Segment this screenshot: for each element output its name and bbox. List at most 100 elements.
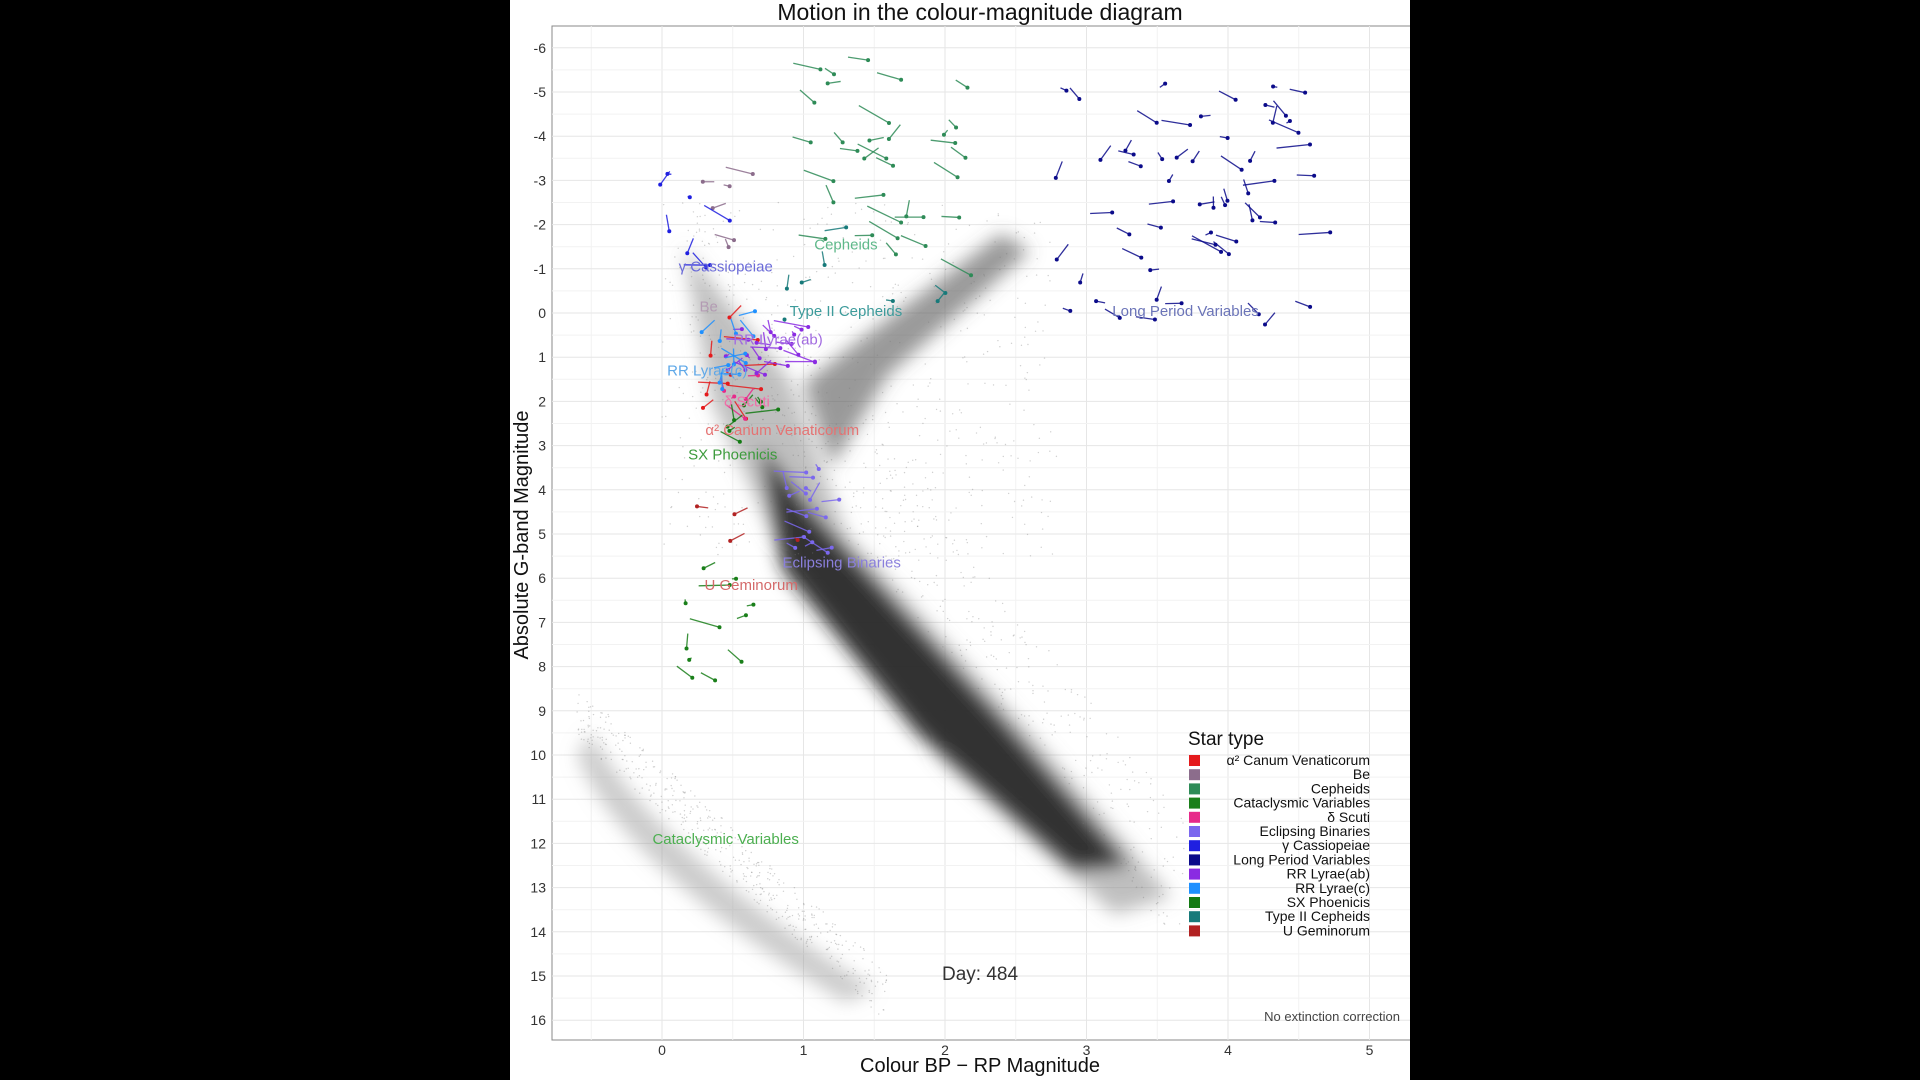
track-point xyxy=(1225,198,1230,203)
y-tick-label: 1 xyxy=(538,349,546,365)
track-segment xyxy=(685,633,689,649)
track-point xyxy=(1188,123,1193,128)
track-point xyxy=(867,138,872,143)
track-point xyxy=(778,346,783,351)
legend-label: γ Cassiopeiae xyxy=(1282,837,1370,853)
series-tracks xyxy=(782,225,948,322)
track-point xyxy=(737,439,742,444)
legend-label: α² Canum Venaticorum xyxy=(1227,752,1371,768)
track-point xyxy=(886,137,891,142)
track-point xyxy=(803,486,808,491)
track-segment xyxy=(1116,227,1130,235)
track-segment xyxy=(762,324,775,337)
track-point xyxy=(685,251,690,256)
track-point xyxy=(814,506,819,511)
track-point xyxy=(776,407,781,412)
track-segment xyxy=(799,89,815,104)
track-point xyxy=(881,192,886,197)
track-point xyxy=(743,360,748,365)
track-point xyxy=(1190,159,1195,164)
track-point xyxy=(787,493,792,498)
track-point xyxy=(734,576,739,581)
track-point xyxy=(943,290,948,295)
track-point xyxy=(837,497,842,502)
track-point xyxy=(935,299,940,304)
track-point xyxy=(717,339,722,344)
legend-label: RR Lyrae(c) xyxy=(1295,880,1370,896)
series-tracks xyxy=(658,171,732,270)
track-point xyxy=(822,262,827,267)
series-tracks xyxy=(699,309,757,392)
track-point xyxy=(704,265,709,270)
track-segment xyxy=(728,305,742,318)
track-point xyxy=(1273,220,1278,225)
track-segment xyxy=(839,147,858,152)
track-segment xyxy=(726,404,746,420)
legend-swatch xyxy=(1189,797,1200,809)
series-annotation: Eclipsing Binaries xyxy=(783,555,901,572)
track-segment xyxy=(1223,188,1229,201)
y-tick-label: 11 xyxy=(531,791,546,807)
track-point xyxy=(667,229,672,234)
track-point xyxy=(862,156,867,161)
track-point xyxy=(954,125,959,130)
track-segment xyxy=(774,536,805,541)
track-point xyxy=(1263,322,1268,327)
track-point xyxy=(899,77,904,82)
track-segment xyxy=(790,481,807,494)
track-point xyxy=(890,298,895,303)
track-point xyxy=(695,504,700,509)
x-axis-label: Colour BP − RP Magnitude xyxy=(860,1055,1100,1077)
track-point xyxy=(955,175,960,180)
track-segment xyxy=(1295,300,1311,308)
track-point xyxy=(687,657,692,662)
track-point xyxy=(1308,304,1313,309)
legend-label: δ Scuti xyxy=(1327,809,1370,825)
series-tracks xyxy=(723,319,817,377)
track-point xyxy=(1271,84,1276,89)
track-point xyxy=(792,332,797,337)
y-tick-label: -3 xyxy=(534,172,547,188)
y-tick-label: 0 xyxy=(538,305,546,321)
track-segment xyxy=(1272,105,1278,123)
track-point xyxy=(818,67,823,72)
track-segment xyxy=(1243,179,1249,194)
track-segment xyxy=(857,143,887,160)
track-segment xyxy=(950,146,966,159)
track-point xyxy=(1053,175,1058,180)
track-segment xyxy=(724,352,746,359)
track-point xyxy=(1154,120,1159,125)
track-point xyxy=(965,85,970,90)
track-point xyxy=(1152,317,1157,322)
track-segment xyxy=(745,388,755,400)
track-point xyxy=(772,333,777,338)
track-point xyxy=(1198,114,1203,119)
track-point xyxy=(732,512,737,517)
track-point xyxy=(1287,119,1292,124)
track-segment xyxy=(1218,90,1236,101)
y-tick-label: -2 xyxy=(534,217,547,233)
track-point xyxy=(720,387,725,392)
track-point xyxy=(743,613,748,618)
track-segment xyxy=(801,535,829,554)
track-point xyxy=(727,218,732,223)
y-tick-label: 12 xyxy=(530,835,546,851)
series-annotation: U Geminorum xyxy=(704,577,797,594)
legend-label: RR Lyrae(ab) xyxy=(1286,866,1370,882)
track-point xyxy=(699,330,704,335)
legend-swatch xyxy=(1189,854,1200,866)
track-point xyxy=(1064,88,1069,93)
track-segment xyxy=(827,80,841,85)
legend-swatch xyxy=(1189,897,1200,908)
track-point xyxy=(825,550,830,555)
track-segment xyxy=(1244,202,1261,218)
track-segment xyxy=(727,414,743,428)
track-point xyxy=(731,238,736,243)
x-tick-label: 3 xyxy=(1083,1042,1091,1058)
track-segment xyxy=(1213,241,1230,255)
track-point xyxy=(758,399,763,404)
x-axis-ticks: 0 1 2 3 4 5 xyxy=(658,1042,1374,1058)
track-point xyxy=(831,72,836,77)
track-segment xyxy=(1298,231,1331,236)
track-point xyxy=(796,352,801,357)
